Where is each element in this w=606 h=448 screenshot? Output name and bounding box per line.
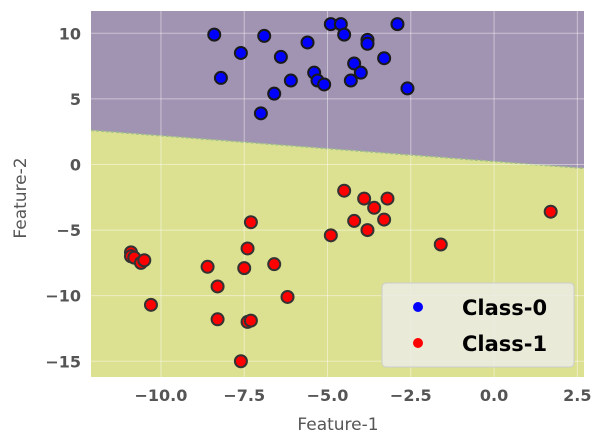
- point-class-1: [243, 313, 258, 328]
- point-class-1: [210, 312, 225, 327]
- point-class-1: [143, 297, 158, 312]
- legend-label-class-1: Class-1: [462, 332, 547, 356]
- point-class-1: [380, 191, 395, 206]
- point-class-1: [337, 183, 352, 198]
- point-class-0: [347, 56, 362, 71]
- point-class-0: [360, 36, 375, 51]
- point-class-0: [337, 27, 352, 42]
- y-axis-title: Feature-2: [11, 157, 31, 238]
- point-class-0: [300, 35, 315, 50]
- region-class-0: [91, 11, 584, 169]
- y-tick-label: −15: [45, 352, 81, 371]
- point-class-0: [233, 45, 248, 60]
- x-tick-label: 0.0: [480, 386, 508, 405]
- point-class-0: [353, 65, 368, 80]
- legend-label-class-0: Class-0: [462, 296, 547, 320]
- x-tick-label: 2.5: [563, 386, 591, 405]
- point-class-1: [543, 204, 558, 219]
- y-tick-label: −5: [56, 221, 81, 240]
- point-class-1: [200, 259, 215, 274]
- point-class-0: [207, 27, 222, 42]
- point-class-0: [390, 17, 405, 32]
- decision-boundary-line: [91, 129, 584, 170]
- point-class-1: [237, 261, 252, 276]
- legend-marker-class-0: [413, 302, 423, 312]
- x-tick-label: −2.5: [390, 386, 432, 405]
- point-class-0: [400, 81, 415, 96]
- y-tick-label: 5: [70, 90, 81, 109]
- point-class-1: [433, 237, 448, 252]
- point-class-1: [243, 215, 258, 230]
- point-class-1: [240, 241, 255, 256]
- point-class-1: [267, 257, 282, 272]
- x-axis-ticks: −10.0 −7.5 −5.0 −2.5 0.0 2.5: [135, 386, 592, 405]
- point-class-0: [267, 86, 282, 101]
- x-tick-label: −10.0: [135, 386, 188, 405]
- point-class-0: [273, 49, 288, 64]
- point-class-1: [233, 354, 248, 369]
- point-class-1: [360, 223, 375, 238]
- legend: Class-0 Class-1: [381, 282, 575, 368]
- y-tick-label: 10: [59, 24, 81, 43]
- y-axis-ticks: 10 5 0 −5 −10 −15: [45, 24, 81, 371]
- data-points: [123, 17, 558, 369]
- legend-box: [381, 282, 575, 368]
- point-class-1: [323, 228, 338, 243]
- point-class-0: [377, 51, 392, 66]
- point-class-0: [283, 73, 298, 88]
- point-class-1: [357, 191, 372, 206]
- point-class-0: [343, 73, 358, 88]
- legend-marker-class-1: [413, 338, 423, 348]
- point-class-0: [213, 70, 228, 85]
- grid-lines: [91, 11, 584, 377]
- point-class-0: [257, 28, 272, 43]
- x-axis-title: Feature-1: [297, 415, 378, 435]
- x-tick-label: −5.0: [307, 386, 349, 405]
- y-tick-label: −10: [45, 287, 81, 306]
- point-class-1: [210, 279, 225, 294]
- point-class-1: [280, 289, 295, 304]
- point-class-1: [367, 200, 382, 215]
- point-class-1: [137, 253, 152, 268]
- point-class-0: [317, 77, 332, 92]
- point-class-1: [377, 212, 392, 227]
- point-class-0: [253, 106, 268, 121]
- y-tick-label: 0: [70, 155, 81, 174]
- x-tick-label: −7.5: [223, 386, 265, 405]
- point-class-1: [347, 213, 362, 228]
